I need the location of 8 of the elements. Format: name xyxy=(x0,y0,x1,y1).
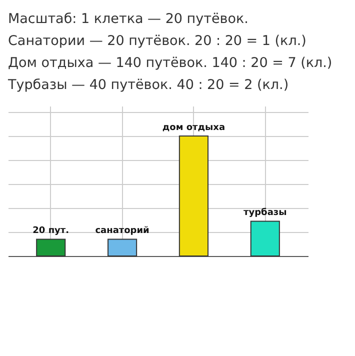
x-tick-label: турбазы xyxy=(244,207,287,218)
text: Турбазы — 40 путёвок. 40 : 20 = 2 (кл.) xyxy=(7,77,289,93)
x-tick-label: санаторий xyxy=(95,226,150,236)
x-tick-label: дом отдыха xyxy=(162,123,226,133)
text: Дом отдыха — 140 путёвок. 140 : 20 = 7 (кл.) xyxy=(8,55,332,71)
text: Масштаб: 1 клетка — 20 путёвок. xyxy=(8,11,248,27)
text: Санатории — 20 путёвок. 20 : 20 = 1 (кл.) xyxy=(8,33,306,49)
x-tick-label: 20 пут. xyxy=(32,226,70,236)
